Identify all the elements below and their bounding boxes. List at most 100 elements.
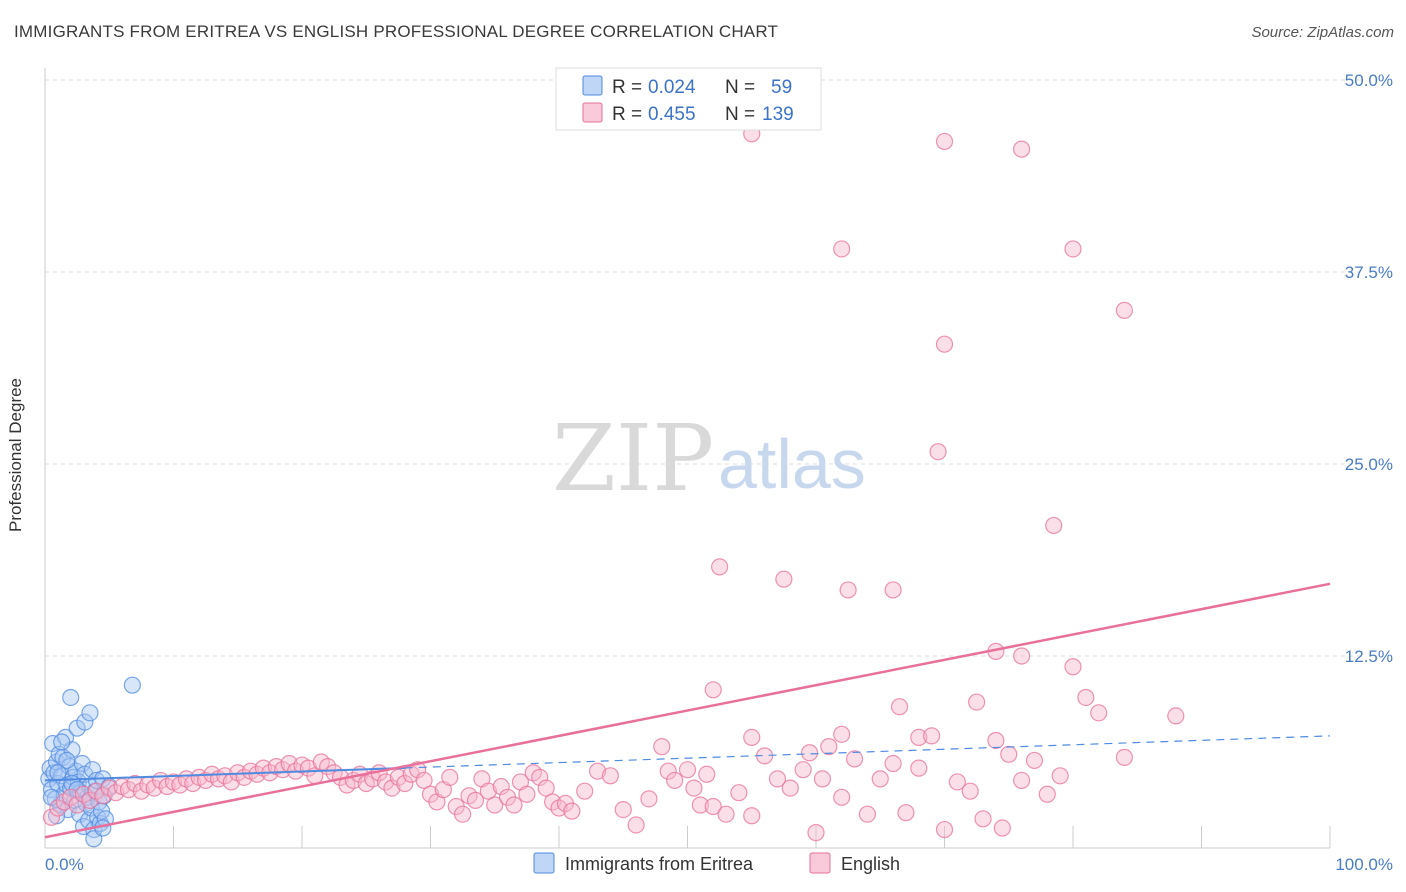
data-point-english-36 [274,761,292,779]
data-point-english-133 [1090,704,1108,722]
data-point-english-77 [537,779,555,797]
legend-swatch-english [582,102,603,123]
data-point-english-131 [1064,658,1082,676]
series-english-points [42,125,1185,842]
legend-r-value-eritrea: 0.024 [648,77,696,98]
grid-lines [45,79,1365,657]
data-point-eritrea-58 [49,764,67,782]
data-point-english-68 [479,782,497,800]
data-point-english-55 [396,774,414,793]
data-point-english-20 [171,776,189,794]
data-point-eritrea-47 [53,733,71,751]
data-point-english-137 [935,132,954,151]
data-point-eritrea-48 [58,751,76,770]
data-point-english-110 [884,754,902,773]
data-point-english-124 [704,681,722,699]
data-point-english-149 [890,698,909,716]
data-point-english-139 [833,240,851,258]
legend-swatch-eritrea [582,75,603,96]
data-point-english-116 [961,782,979,800]
data-point-english-53 [383,779,401,797]
tick-labels: 12.5% 25.0% 37.5% 50.0% 0.0% 100.0% [45,71,1393,874]
trend-line-eritrea-dashed [404,735,1331,769]
data-point-english-143 [929,443,947,461]
data-point-english-151 [993,819,1011,837]
data-point-english-103 [807,824,825,842]
watermark: ZIP atlas [552,405,866,512]
data-point-eritrea-53 [123,676,141,694]
data-point-english-106 [833,788,851,806]
data-point-english-91 [678,761,697,779]
data-point-english-83 [588,762,607,780]
data-point-english-10 [107,784,125,802]
bottom-legend-label-eritrea: Immigrants from Eritrea [565,854,754,874]
data-point-english-117 [974,810,992,828]
data-point-english-82 [576,782,594,800]
data-point-english-90 [666,771,684,790]
data-point-english-12 [119,781,138,799]
data-point-english-109 [871,770,889,788]
data-point-english-93 [691,796,709,814]
data-point-english-85 [614,800,632,819]
data-point-english-64 [454,805,472,823]
data-point-english-58 [415,771,433,790]
data-point-english-74 [518,785,536,803]
data-point-english-102 [794,761,812,779]
data-point-english-140 [1064,240,1082,258]
data-point-english-126 [800,744,819,762]
data-point-english-128 [910,759,928,777]
y-tick-label-3: 50.0% [1345,71,1393,90]
data-point-english-81 [563,802,581,820]
legend: R = 0.024 N = 59 R = 0.455 N = 139 [555,67,822,131]
data-point-eritrea-50 [62,688,80,707]
data-point-english-92 [685,779,703,797]
data-point-english-104 [813,770,832,788]
data-point-english-96 [717,805,735,823]
data-point-english-27 [216,767,234,785]
data-point-english-127 [833,725,851,743]
data-point-english-147 [839,581,857,599]
chart-title: IMMIGRANTS FROM ERITREA VS ENGLISH PROFE… [14,22,779,41]
data-point-english-95 [704,797,722,816]
data-point-english-111 [897,804,915,822]
data-point-english-135 [1167,707,1185,725]
data-point-english-138 [1012,140,1031,158]
data-point-english-86 [627,816,645,834]
data-point-english-98 [743,807,761,825]
y-tick-label-1: 25.0% [1345,455,1393,474]
trend-line-english [44,582,1331,839]
data-point-english-105 [820,738,838,756]
legend-n-value-eritrea: 59 [771,77,792,98]
data-point-english-6 [81,791,99,809]
legend-n-label: N = [725,77,755,98]
data-point-english-112 [910,728,928,747]
data-point-english-120 [1012,771,1031,790]
data-point-english-87 [640,790,658,808]
data-point-english-4 [68,796,86,814]
legend-n-label: N = [725,104,755,125]
data-point-english-52 [376,773,395,791]
bottom-legend-swatch-english [809,852,831,874]
watermark-atlas: atlas [718,425,866,503]
bottom-legend: Immigrants from Eritrea English [533,852,900,874]
y-tick-label-0: 12.5% [1345,647,1393,666]
data-point-english-66 [466,791,485,809]
legend-r-value-english: 0.455 [648,104,696,125]
data-point-english-76 [531,768,549,786]
data-point-english-0 [42,808,61,826]
data-point-english-78 [543,793,562,811]
data-point-english-119 [1000,745,1018,763]
legend-r-label: R = [612,104,642,125]
data-point-english-54 [389,768,407,786]
legend-n-value-english: 139 [762,104,794,125]
data-point-english-50 [364,770,382,788]
data-point-english-88 [653,738,671,756]
data-point-english-84 [601,767,620,785]
data-point-english-107 [845,750,864,768]
data-point-english-141 [1115,301,1134,319]
data-point-english-62 [441,768,459,786]
data-point-english-123 [1051,767,1069,785]
data-point-eritrea-51 [76,713,94,731]
x-tick-label-max: 100.0% [1335,855,1393,874]
